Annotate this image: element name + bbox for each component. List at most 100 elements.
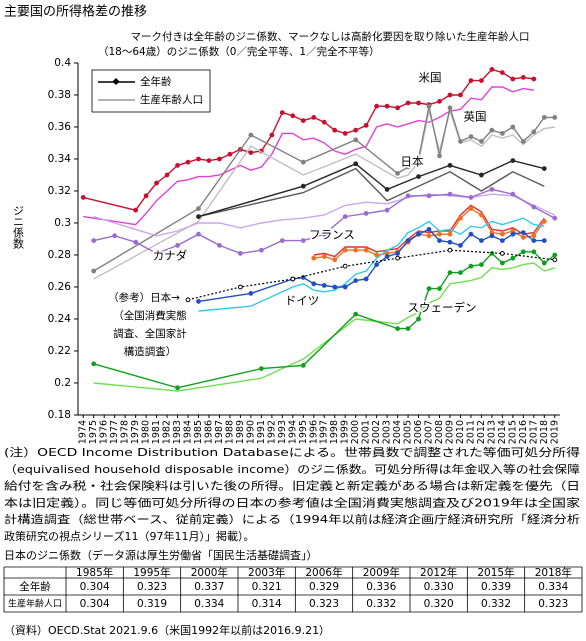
all-ages-line-marker — [217, 156, 222, 162]
all-ages-line-marker — [321, 283, 327, 288]
all-ages-line-marker — [416, 316, 421, 322]
y-tick-label: 0.24 — [48, 313, 72, 325]
all-ages-line-marker — [395, 326, 400, 332]
all-ages-line-marker — [479, 238, 484, 244]
country-label: カナダ — [153, 249, 188, 263]
all-ages-line-marker — [374, 103, 380, 109]
all-ages-line-marker — [541, 238, 547, 244]
all-ages-line-marker — [520, 139, 526, 144]
all-ages-line-marker — [510, 255, 516, 261]
reference-line-marker — [238, 284, 243, 290]
table-cell: 0.334 — [194, 598, 224, 610]
all-ages-line-marker — [447, 191, 453, 197]
country-label: スウェーデン — [408, 301, 477, 315]
all-ages-line-marker — [353, 311, 359, 317]
all-ages-line-marker — [279, 238, 285, 244]
all-ages-line-marker — [269, 132, 275, 138]
country-label: 英国 — [464, 110, 487, 124]
all-ages-line-marker — [342, 214, 348, 220]
all-ages-line-marker — [479, 262, 484, 268]
all-ages-line-marker — [499, 231, 505, 237]
all-ages-line-marker — [416, 100, 421, 106]
all-ages-line-marker — [520, 235, 526, 240]
working-age-line — [93, 262, 556, 392]
all-ages-line-marker — [248, 150, 254, 156]
all-ages-line-marker — [363, 123, 369, 128]
table-cell: 0.304 — [80, 598, 110, 610]
table-cell: 0.334 — [538, 581, 568, 593]
all-ages-line-marker — [384, 254, 390, 260]
all-ages-line-marker — [175, 163, 180, 168]
all-ages-line-marker — [363, 276, 369, 282]
working-age-line — [83, 86, 534, 226]
x-tick-label: 1980 — [141, 420, 152, 444]
all-ages-line-marker — [447, 163, 453, 168]
reference-line — [187, 249, 555, 301]
all-ages-line-marker — [133, 239, 139, 245]
table-title: 日本のジニ係数（データ源は厚生労働省「国民生活基礎調査」） — [4, 548, 318, 562]
reference-label: 調査、全国家計 — [113, 327, 187, 340]
table-cell: 0.336 — [366, 581, 396, 593]
x-tick-label: 2015 — [507, 420, 518, 444]
all-ages-line-marker — [531, 233, 537, 239]
x-tick-label: 2003 — [382, 420, 393, 444]
x-tick-label: 2017 — [528, 420, 539, 444]
all-ages-line-marker — [353, 247, 359, 253]
reference-line-marker — [552, 257, 558, 263]
all-ages-line-marker — [405, 100, 411, 106]
x-tick-label: 2018 — [539, 420, 550, 444]
all-ages-line-marker — [342, 247, 348, 253]
all-ages-line-marker — [510, 76, 516, 82]
all-ages-line-marker — [353, 127, 359, 133]
all-ages-line-marker — [541, 260, 547, 266]
all-ages-line-marker — [520, 75, 526, 80]
legend-marker — [112, 77, 120, 86]
all-ages-line-marker — [342, 284, 348, 290]
x-tick-label: 1991 — [256, 420, 267, 444]
x-tick-label: 1984 — [183, 420, 194, 444]
table-cell: 0.330 — [424, 581, 454, 593]
x-tick-label: 1998 — [329, 420, 340, 444]
all-ages-line-marker — [426, 227, 432, 232]
y-tick-label: 0.2 — [54, 377, 71, 389]
all-ages-line-marker — [196, 156, 201, 162]
all-ages-line-marker — [458, 92, 463, 98]
all-ages-line-marker — [405, 164, 411, 170]
all-ages-line-marker — [384, 187, 390, 192]
table-header: 2000年 — [191, 566, 228, 579]
all-ages-line-marker — [437, 99, 442, 104]
all-ages-line-marker — [112, 233, 118, 239]
table-cell: 0.337 — [194, 581, 224, 593]
working-age-line — [198, 217, 545, 312]
x-tick-label: 1995 — [298, 420, 309, 444]
all-ages-line-marker — [541, 115, 547, 120]
x-tick-label: 2010 — [455, 420, 466, 444]
all-ages-line-marker — [300, 118, 306, 123]
table-cell: 0.314 — [252, 598, 282, 610]
all-ages-line-marker — [479, 172, 484, 178]
subtitle: （18～64歳）のジニ係数（0／完全平等、1／完全不平等） — [98, 45, 380, 58]
all-ages-line-marker — [552, 252, 558, 258]
all-ages-line-marker — [91, 238, 97, 244]
all-ages-line-marker — [416, 174, 421, 180]
all-ages-line-marker — [489, 127, 495, 133]
all-ages-line-marker — [405, 238, 411, 244]
all-ages-line-marker — [332, 284, 338, 290]
reference-line-marker — [290, 276, 296, 282]
all-ages-line-marker — [458, 215, 463, 221]
note-line: 計構造調査（総世帯ベース、従前定義）による（1994年以前は経済企画庁経済研究所… — [4, 512, 580, 526]
all-ages-line-marker — [479, 78, 484, 83]
all-ages-line-marker — [300, 183, 306, 189]
all-ages-line-marker — [437, 238, 442, 244]
all-ages-line-marker — [531, 129, 537, 135]
x-tick-label: 1977 — [109, 420, 120, 444]
table-cell: 0.332 — [481, 598, 511, 610]
all-ages-line-marker — [447, 239, 453, 245]
table-cell: 0.321 — [252, 581, 282, 593]
legend-box — [91, 69, 211, 113]
all-ages-line-marker — [458, 243, 463, 248]
all-ages-line-marker — [447, 270, 453, 276]
reference-line-marker — [395, 255, 400, 261]
x-tick-label: 1976 — [99, 420, 110, 444]
all-ages-line-marker — [374, 262, 380, 268]
